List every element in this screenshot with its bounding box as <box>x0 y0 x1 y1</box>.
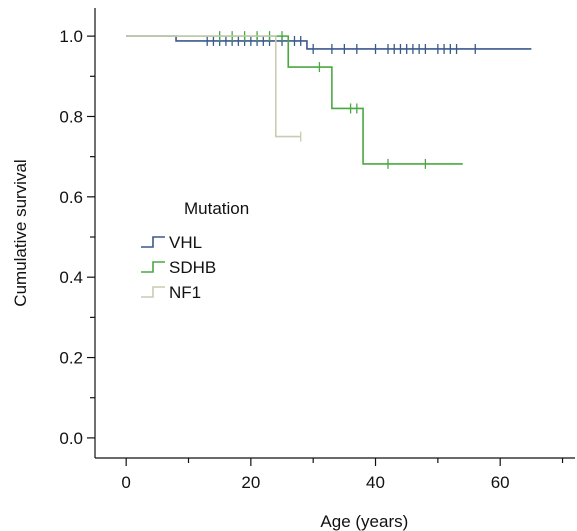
legend-swatch-vhl <box>141 236 165 248</box>
x-axis-label: Age (years) <box>320 512 408 531</box>
chart-axes <box>94 8 575 459</box>
series-line-vhl <box>126 35 532 50</box>
y-tick-label: 0.0 <box>59 429 83 448</box>
series-line-nf1 <box>126 35 301 138</box>
legend-swatch-nf1 <box>141 286 165 298</box>
x-tick-label: 60 <box>491 473 510 492</box>
legend-label-vhl: VHL <box>169 233 202 252</box>
series-layer <box>126 31 532 169</box>
series-line-sdhb <box>126 35 463 165</box>
y-tick-label: 0.2 <box>59 349 83 368</box>
x-tick-label: 0 <box>121 473 130 492</box>
x-tick-label: 40 <box>366 473 385 492</box>
legend: Mutation VHL SDHB NF1 <box>141 199 249 302</box>
x-tick-label: 20 <box>241 473 260 492</box>
legend-swatch-sdhb <box>141 261 165 273</box>
axis-ticks: 0.0 0.2 0.4 0.6 0.8 1.0 0 20 40 60 <box>59 27 564 492</box>
legend-label-nf1: NF1 <box>169 283 201 302</box>
legend-title: Mutation <box>184 199 249 218</box>
y-tick-label: 0.6 <box>59 188 83 207</box>
y-axis-label: Cumulative survival <box>11 159 30 306</box>
y-tick-label: 1.0 <box>59 27 83 46</box>
y-tick-label: 0.8 <box>59 107 83 126</box>
y-tick-label: 0.4 <box>59 268 83 287</box>
legend-label-sdhb: SDHB <box>169 258 216 277</box>
